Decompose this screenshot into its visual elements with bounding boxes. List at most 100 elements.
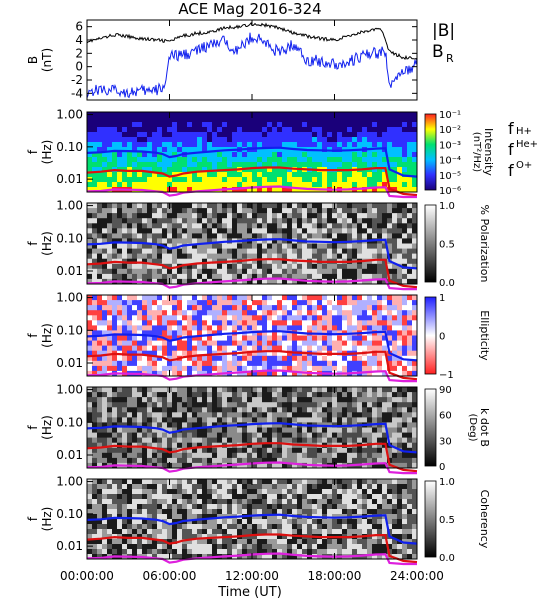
heatmap-cell — [177, 177, 183, 183]
heatmap-cell — [137, 544, 143, 550]
heatmap-cell — [332, 172, 338, 178]
heatmap-cell — [262, 152, 268, 158]
heatmap-cell — [137, 479, 143, 485]
heatmap-cell — [272, 233, 278, 239]
heatmap-cell — [207, 452, 213, 459]
heatmap-cell — [202, 387, 208, 393]
heatmap-cell — [252, 437, 258, 443]
heatmap-cell — [327, 162, 333, 168]
heatmap-cell — [402, 238, 408, 244]
heatmap-cell — [147, 122, 153, 128]
heatmap-cell — [397, 132, 403, 138]
heatmap-cell — [222, 122, 228, 128]
heatmap-cell — [402, 122, 408, 128]
heatmap-cell — [132, 340, 138, 346]
heatmap-cell — [167, 422, 173, 428]
heatmap-cell — [357, 447, 363, 454]
heatmap-cell — [187, 402, 193, 408]
heatmap-cell — [267, 514, 273, 520]
heatmap-cell — [217, 524, 223, 530]
heatmap-cell — [307, 253, 313, 259]
heatmap-cell — [407, 167, 413, 173]
heatmap-cell — [272, 218, 278, 224]
heatmap-cell — [342, 335, 348, 341]
heatmap-cell — [222, 452, 228, 459]
heatmap-cell — [157, 534, 163, 540]
heatmap-cell — [322, 172, 328, 178]
heatmap-cell — [97, 233, 103, 239]
heatmap-cell — [342, 365, 348, 372]
heatmap-cell — [107, 365, 113, 372]
heatmap-cell — [152, 355, 158, 362]
heatmap-cell — [397, 320, 403, 326]
heatmap-cell — [212, 417, 218, 423]
heatmap-cell — [222, 137, 228, 143]
heatmap-cell — [372, 437, 378, 443]
heatmap-cell — [152, 167, 158, 173]
heatmap-cell — [172, 432, 178, 438]
heatmap-cell — [237, 479, 243, 485]
heatmap-cell — [187, 392, 193, 398]
heatmap-cell — [227, 268, 233, 275]
heatmap-cell — [317, 295, 323, 301]
heatmap-cell — [297, 177, 303, 183]
heatmap-cell — [92, 417, 98, 423]
heatmap-cell — [122, 397, 128, 403]
heatmap-cell — [157, 278, 163, 285]
heatmap-cell — [387, 402, 393, 408]
heatmap-cell — [392, 310, 398, 316]
heatmap-cell — [332, 432, 338, 438]
heatmap-cell — [272, 157, 278, 163]
colorbar-unit: (Deg) — [467, 413, 478, 441]
heatmap-cell — [297, 208, 303, 214]
heatmap-cell — [102, 213, 108, 219]
heatmap-cell — [92, 122, 98, 128]
heatmap-cell — [132, 345, 138, 351]
heatmap-cell — [107, 248, 113, 254]
heatmap-cell — [147, 549, 153, 555]
heatmap-cell — [312, 392, 318, 398]
heatmap-cell — [197, 479, 203, 485]
heatmap-cell — [317, 325, 323, 331]
heatmap-cell — [167, 182, 173, 188]
heatmap-cell — [112, 494, 118, 500]
heatmap-cell — [317, 218, 323, 224]
heatmap-cell — [132, 228, 138, 234]
heatmap-cell — [162, 132, 168, 138]
heatmap-cell — [277, 392, 283, 398]
heatmap-cell — [277, 182, 283, 188]
heatmap-cell — [222, 360, 228, 367]
heatmap-cell — [217, 335, 223, 341]
heatmap-cell — [332, 248, 338, 254]
heatmap-cell — [272, 462, 278, 469]
heatmap-cell — [182, 238, 188, 244]
heatmap-cell — [87, 365, 93, 372]
heatmap-cell — [327, 152, 333, 158]
heatmap-cell — [202, 258, 208, 265]
heatmap-cell — [242, 437, 248, 443]
heatmap-cell — [127, 539, 133, 545]
heatmap-cell — [397, 273, 403, 280]
heatmap-cell — [127, 417, 133, 423]
heatmap-cell — [212, 253, 218, 259]
heatmap-cell — [127, 544, 133, 550]
heatmap-cell — [127, 147, 133, 153]
heatmap-cell — [97, 360, 103, 367]
heatmap-cell — [162, 228, 168, 234]
heatmap-cell — [252, 355, 258, 362]
heatmap-cell — [357, 273, 363, 280]
heatmap-cell — [307, 263, 313, 270]
heatmap-cell — [342, 233, 348, 239]
heatmap-cell — [402, 360, 408, 367]
heatmap-cell — [137, 263, 143, 270]
heatmap-cell — [162, 340, 168, 346]
heatmap-cell — [382, 263, 388, 270]
heatmap-cell — [322, 142, 328, 148]
heatmap-cell — [312, 412, 318, 418]
heatmap-cell — [242, 315, 248, 321]
heatmap-cell — [262, 452, 268, 459]
heatmap-cell — [132, 355, 138, 362]
heatmap-cell — [92, 422, 98, 428]
heatmap-cell — [407, 223, 413, 229]
heatmap-cell — [287, 228, 293, 234]
